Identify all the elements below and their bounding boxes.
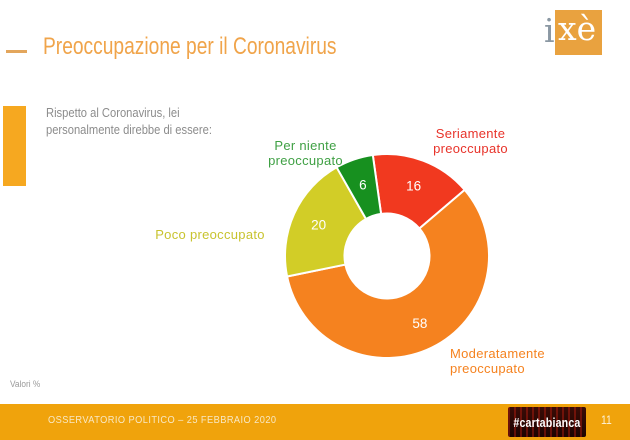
label-seriamente-preoccupato: Seriamente preoccupato (433, 126, 508, 157)
donut-segment-1 (286, 188, 490, 359)
label-poco-preoccupato: Poco preoccupato (155, 227, 265, 242)
page-title: Preoccupazione per il Coronavirus (43, 33, 337, 60)
left-accent-bar (3, 106, 26, 186)
ixe-logo-letter-i: i (544, 11, 555, 50)
ixe-logo: i xè (542, 6, 608, 60)
page-number: 11 (601, 415, 612, 427)
question-text-line2: personalmente direbbe di essere: (46, 121, 212, 137)
donut-segment-2 (284, 166, 368, 278)
label-per-niente-preoccupato: Per niente preoccupato (268, 138, 343, 169)
question-text-line1: Rispetto al Coronavirus, lei (46, 105, 180, 120)
values-note: Valori % (10, 379, 41, 389)
ixe-logo-square (555, 10, 602, 55)
label-moderatamente-preoccupato: Moderatamente preoccupato (450, 346, 545, 377)
segment-value-0: 16 (406, 178, 421, 193)
donut-segment-0 (371, 153, 466, 230)
question-text: Rispetto al Coronavirus, lei personalmen… (46, 105, 212, 139)
ixe-logo-letters-xe: xè (558, 9, 597, 48)
footer-source-text: OSSERVATORIO POLITICO – 25 FEBBRAIO 2020 (48, 414, 277, 426)
footer-bar: OSSERVATORIO POLITICO – 25 FEBBRAIO 2020… (0, 404, 630, 440)
segment-value-2: 20 (311, 218, 326, 233)
title-accent-dash (6, 50, 27, 53)
cartabianca-label: #cartabianca (513, 414, 581, 430)
segment-value-3: 6 (359, 178, 367, 193)
cartabianca-logo: #cartabianca (508, 407, 586, 437)
segment-value-1: 58 (412, 316, 427, 331)
